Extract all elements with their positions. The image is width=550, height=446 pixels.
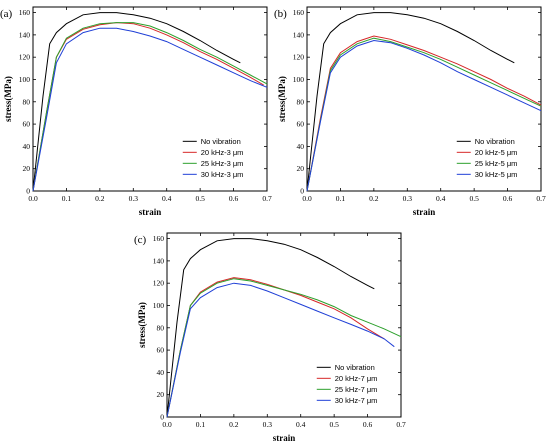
x-axis-label: strain: [273, 433, 296, 443]
y-tick-label: 60: [297, 120, 305, 129]
y-tick-label: 60: [157, 346, 165, 355]
y-tick-label: 40: [23, 142, 31, 151]
y-tick-label: 40: [157, 368, 165, 377]
panel-1: 0.0 0.1 0.2 0.3 0.4 0.5 0.6 0.7 0 20 40 60 80 100 120 1…: [0, 6, 272, 217]
x-tick-label: 0.6: [229, 194, 239, 203]
legend: No vibration 20 kHz-7 μm 25 kHz-7 μm 30 kHz…: [316, 363, 378, 405]
y-tick-label: 120: [19, 53, 31, 62]
x-tick-label: 0.1: [336, 194, 346, 203]
y-tick-label: 60: [23, 120, 31, 129]
panel-label: (b): [274, 8, 287, 20]
x-tick-label: 0.3: [129, 194, 139, 203]
legend-entry: 30 kHz-7 μm: [335, 396, 378, 405]
x-tick-label: 0.7: [536, 194, 546, 203]
y-tick-label: 80: [23, 97, 31, 106]
plot-frame: [32, 6, 268, 192]
x-tick-label: 0.1: [196, 420, 206, 429]
y-tick-label: 40: [297, 142, 305, 151]
series-line-4: [32, 27, 268, 192]
y-tick-label: 160: [19, 8, 31, 17]
y-tick-label: 160: [153, 234, 165, 243]
legend: No vibration 20 kHz-3 μm 25 kHz-3 μm 30 kHz…: [182, 137, 244, 179]
legend: No vibration 20 kHz-5 μm 25 kHz-5 μm 30 kHz…: [456, 137, 518, 179]
x-tick-label: 0.2: [229, 420, 239, 429]
legend-entry: No vibration: [335, 363, 375, 372]
panel-label: (c): [134, 234, 147, 246]
x-tick-label: 0.1: [62, 194, 72, 203]
x-tick-label: 0.5: [195, 194, 205, 203]
y-tick-label: 0: [26, 187, 30, 196]
panel-3: 0.0 0.1 0.2 0.3 0.4 0.5 0.6 0.7 0 20 40 60 80 100 120 1…: [134, 232, 406, 443]
series-line-3: [166, 278, 402, 418]
y-tick-label: 140: [293, 30, 305, 39]
plot-frame: [166, 232, 402, 418]
series-line-1: [166, 238, 375, 418]
y-tick-label: 20: [157, 390, 165, 399]
x-axis-label: strain: [139, 207, 162, 217]
y-tick-label: 20: [297, 164, 305, 173]
legend-entry: 30 kHz-3 μm: [201, 170, 244, 179]
x-tick-label: 0.0: [28, 194, 38, 203]
panel-2: 0.0 0.1 0.2 0.3 0.4 0.5 0.6 0.7 0 20 40 60 80 100 120 1…: [274, 6, 546, 217]
legend-entry: No vibration: [201, 137, 241, 146]
series-line-3: [32, 22, 268, 192]
y-tick-label: 20: [23, 164, 31, 173]
legend-entry: 25 kHz-7 μm: [335, 385, 378, 394]
y-tick-label: 100: [153, 301, 165, 310]
legend-entry: 25 kHz-3 μm: [201, 159, 244, 168]
x-tick-label: 0.5: [329, 420, 339, 429]
x-tick-label: 0.3: [263, 420, 273, 429]
x-tick-label: 0.3: [403, 194, 413, 203]
x-tick-label: 0.4: [162, 194, 172, 203]
series-line-1: [306, 12, 515, 192]
x-tick-label: 0.7: [396, 420, 406, 429]
y-tick-label: 0: [300, 187, 304, 196]
legend-entry: 30 kHz-5 μm: [475, 170, 518, 179]
x-tick-label: 0.4: [296, 420, 306, 429]
y-tick-label: 160: [293, 8, 305, 17]
x-tick-label: 0.6: [363, 420, 373, 429]
series-line-2: [306, 35, 542, 192]
legend-entry: 25 kHz-5 μm: [475, 159, 518, 168]
x-axis-label: strain: [413, 207, 436, 217]
y-axis-label: stress(MPa): [137, 302, 147, 348]
x-tick-label: 0.0: [302, 194, 312, 203]
x-tick-label: 0.7: [262, 194, 272, 203]
series-line-4: [306, 39, 542, 192]
panel-label: (a): [0, 8, 13, 20]
y-tick-label: 120: [293, 53, 305, 62]
y-tick-label: 100: [293, 75, 305, 84]
y-tick-label: 80: [297, 97, 305, 106]
x-tick-label: 0.5: [469, 194, 479, 203]
x-tick-label: 0.2: [369, 194, 379, 203]
legend-entry: No vibration: [475, 137, 515, 146]
series-line-1: [32, 12, 241, 192]
x-tick-label: 0.2: [95, 194, 105, 203]
y-tick-label: 140: [19, 30, 31, 39]
y-axis-label: stress(MPa): [3, 76, 13, 122]
x-tick-label: 0.6: [503, 194, 513, 203]
y-tick-label: 80: [157, 323, 165, 332]
legend-entry: 20 kHz-7 μm: [335, 374, 378, 383]
x-tick-label: 0.4: [436, 194, 446, 203]
series-line-4: [166, 282, 395, 418]
y-tick-label: 0: [160, 413, 164, 422]
x-tick-label: 0.0: [162, 420, 172, 429]
y-tick-label: 140: [153, 256, 165, 265]
y-tick-label: 100: [19, 75, 31, 84]
y-tick-label: 120: [153, 279, 165, 288]
plot-frame: [306, 6, 542, 192]
legend-entry: 20 kHz-3 μm: [201, 148, 244, 157]
y-axis-label: stress(MPa): [277, 76, 287, 122]
series-line-3: [306, 37, 542, 192]
legend-entry: 20 kHz-5 μm: [475, 148, 518, 157]
